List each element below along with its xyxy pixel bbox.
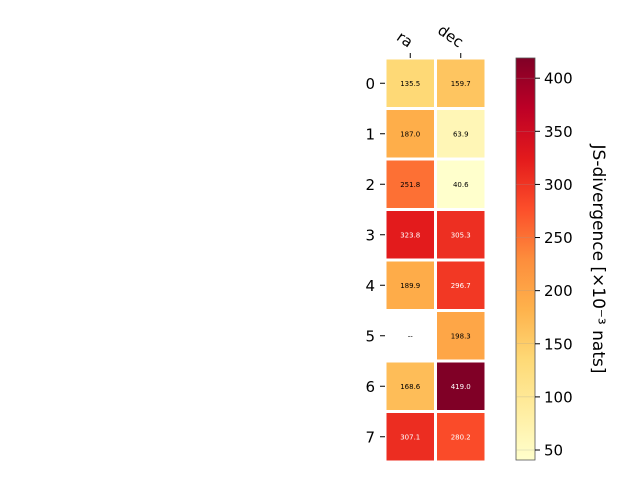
colorbar-tick-label: 100 (544, 388, 573, 406)
heatmap-cells: 135.5 159.7 187.0 63.9 251.8 40.6 323.8 305.3 18… (386, 59, 485, 461)
y-axis-ticks: 0 1 2 3 4 5 6 7 (365, 75, 385, 446)
y-tick-label: 2 (365, 176, 375, 194)
cell-value-label: -- (408, 332, 414, 340)
y-tick-label: 6 (365, 378, 375, 396)
cell-value-label: 323.8 (400, 231, 420, 239)
cell-value-label: 296.7 (451, 282, 471, 290)
x-axis-ticks: ra dec (393, 21, 467, 58)
colorbar-tick-label: 250 (544, 229, 573, 247)
cell-value-label: 419.0 (451, 383, 471, 391)
cell-value-label: 168.6 (400, 383, 421, 391)
colorbar-bar (515, 57, 536, 461)
heatmap-cell (386, 362, 434, 410)
y-tick-label: 0 (365, 75, 375, 93)
colorbar-tick-label: 350 (544, 123, 573, 141)
heatmap-cell (386, 160, 434, 208)
heatmap-cell (437, 160, 485, 208)
heatmap-cell (437, 261, 485, 309)
cell-value-label: 251.8 (400, 181, 420, 189)
cell-value-label: 40.6 (453, 181, 469, 189)
cell-value-label: 198.3 (451, 332, 471, 340)
x-tick-label: dec (434, 21, 466, 51)
heatmap-cell (386, 413, 434, 461)
colorbar-tick-label: 400 (544, 70, 573, 88)
colorbar-tick-label: 300 (544, 176, 573, 194)
cell-value-label: 63.9 (453, 130, 469, 138)
cell-value-label: 189.9 (400, 282, 420, 290)
cell-value-label: 280.2 (451, 433, 471, 441)
x-tick-label: ra (393, 28, 416, 52)
cell-value-label: 305.3 (451, 231, 471, 239)
heatmap-cell (437, 362, 485, 410)
heatmap-cell (386, 261, 434, 309)
cell-value-label: 187.0 (400, 130, 420, 138)
heatmap-cell (386, 211, 434, 259)
heatmap-cell (386, 110, 434, 158)
heatmap-cell (437, 110, 485, 158)
colorbar-tick-label: 200 (544, 282, 573, 300)
heatmap-cell (437, 59, 485, 107)
y-tick-label: 5 (365, 327, 375, 345)
heatmap-cell (437, 211, 485, 259)
y-tick-label: 4 (365, 277, 375, 295)
colorbar-label: JS-divergence [×10⁻³ nats] (588, 144, 608, 374)
colorbar-tick-label: 50 (544, 442, 563, 460)
y-tick-label: 1 (365, 125, 375, 143)
cell-value-label: 159.7 (451, 80, 471, 88)
heatmap-cell (386, 312, 434, 360)
colorbar-tick-label: 150 (544, 335, 573, 353)
colorbar: 50 100 150 200 250 300 350 400 JS-divergence [×1… (515, 57, 608, 461)
cell-value-label: 135.5 (400, 80, 420, 88)
heatmap-cell (437, 312, 485, 360)
y-tick-label: 3 (365, 226, 375, 244)
cell-value-label: 307.1 (400, 433, 420, 441)
heatmap-cell (437, 413, 485, 461)
heatmap-cell (386, 59, 434, 107)
y-tick-label: 7 (365, 428, 375, 446)
